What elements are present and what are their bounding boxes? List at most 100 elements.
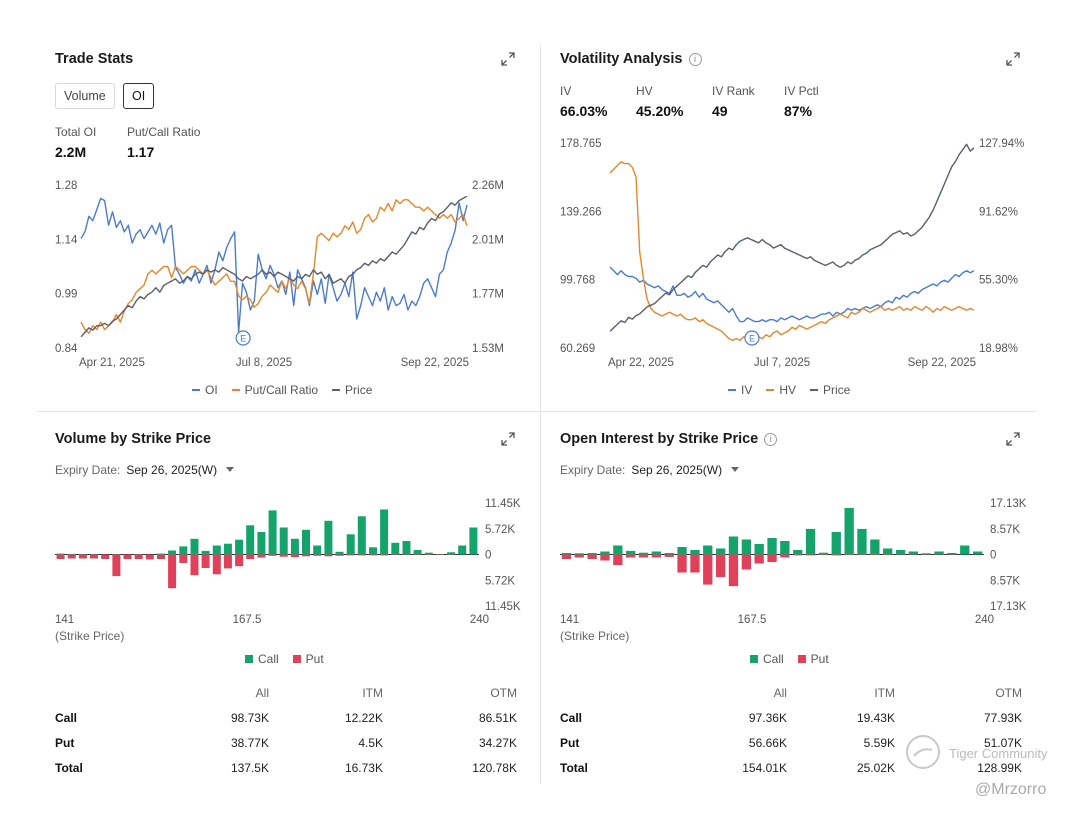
event-marker bbox=[235, 330, 251, 346]
call-bar bbox=[908, 551, 918, 555]
call-bar bbox=[934, 551, 944, 555]
info-icon[interactable]: i bbox=[764, 433, 778, 446]
legend-item-call[interactable]: Call bbox=[750, 652, 784, 666]
left-axis-tick: 99.768 bbox=[560, 275, 595, 287]
call-bar bbox=[857, 528, 867, 555]
x-axis-tick: Apr 22, 2025 bbox=[608, 357, 674, 369]
left-axis-tick: 60.269 bbox=[560, 343, 595, 355]
put-bar bbox=[369, 554, 377, 556]
call-bar bbox=[844, 507, 854, 555]
legend-item-iv[interactable]: IV bbox=[728, 383, 752, 397]
iv-rank-value: 49 bbox=[712, 103, 728, 119]
right-axis-tick: 1.53M bbox=[472, 343, 504, 355]
call-bar bbox=[168, 550, 177, 555]
call-bar bbox=[767, 538, 777, 555]
put-bar bbox=[313, 554, 322, 556]
put-bar bbox=[123, 554, 132, 559]
call-bar bbox=[818, 552, 829, 555]
right-axis-tick: 55.30% bbox=[979, 275, 1018, 287]
call-bar bbox=[870, 539, 880, 555]
oi-by-strike-chart: 17.13K 8.57K 0 8.57K 17.13K 141 167.5 240 bbox=[560, 498, 1027, 626]
put-bar bbox=[235, 554, 244, 567]
series-line-put-call-ratio bbox=[80, 199, 468, 334]
oi-by-strike-panel: Open Interest by Strike Price i Expiry Da… bbox=[542, 420, 1036, 800]
series-line-hv bbox=[609, 161, 975, 342]
volume-by-strike-legend: Call Put bbox=[245, 652, 324, 666]
left-axis-tick: 1.28 bbox=[55, 180, 77, 192]
expand-icon[interactable] bbox=[501, 52, 515, 66]
left-axis-tick: 0.99 bbox=[55, 289, 77, 301]
x-axis-tick: Jul 8, 2025 bbox=[236, 357, 292, 369]
row-divider bbox=[37, 411, 1037, 412]
put-bar bbox=[780, 554, 790, 558]
put-bar bbox=[223, 554, 232, 569]
call-bar bbox=[246, 525, 255, 555]
put-bar bbox=[638, 554, 649, 558]
put-bar bbox=[741, 554, 751, 570]
call-bar bbox=[313, 545, 322, 555]
series-line-price bbox=[609, 143, 975, 332]
y-axis-tick: 17.13K bbox=[990, 601, 1027, 613]
call-bar bbox=[179, 546, 188, 555]
put-bar bbox=[883, 554, 893, 556]
call-bar bbox=[357, 516, 366, 555]
left-axis-tick: 0.84 bbox=[55, 343, 78, 355]
put-bar bbox=[870, 554, 880, 556]
column-header-itm: ITM bbox=[874, 685, 895, 700]
put-bar bbox=[212, 554, 221, 575]
expiry-date-select[interactable]: Expiry Date: Sep 26, 2025(W) bbox=[55, 463, 235, 477]
put-bar bbox=[302, 554, 310, 557]
call-bar bbox=[716, 548, 726, 555]
put-bar bbox=[67, 554, 76, 559]
put-bar bbox=[179, 554, 188, 563]
legend-item-call[interactable]: Call bbox=[245, 652, 279, 666]
put-bar bbox=[703, 554, 713, 585]
trade-stats-legend: OI Put/Call Ratio Price bbox=[192, 383, 372, 397]
volume-summary-table: All ITM OTM Call 98.73K 12.22K 86.51K Pu… bbox=[55, 680, 517, 780]
table-row: Call 97.36K 19.43K 77.93K bbox=[560, 710, 1022, 725]
y-axis-tick: 8.57K bbox=[990, 524, 1020, 536]
legend-item-hv[interactable]: HV bbox=[766, 383, 796, 397]
table-row: Put 38.77K 4.5K 34.27K bbox=[55, 735, 517, 750]
info-icon[interactable]: i bbox=[688, 53, 702, 66]
call-bar bbox=[690, 550, 700, 555]
call-bar bbox=[831, 532, 841, 555]
put-bar bbox=[101, 554, 110, 559]
left-axis-tick: 1.14 bbox=[55, 234, 78, 246]
x-axis-tick: 240 bbox=[470, 614, 489, 626]
put-bar bbox=[728, 554, 739, 587]
put-bar bbox=[677, 554, 687, 573]
legend-item-put[interactable]: Put bbox=[797, 652, 829, 666]
iv-pctl-value: 87% bbox=[784, 103, 813, 119]
expand-icon[interactable] bbox=[501, 432, 515, 446]
call-bar bbox=[424, 552, 433, 555]
put-bar bbox=[190, 554, 199, 576]
call-bar bbox=[391, 542, 400, 555]
call-bar bbox=[664, 553, 674, 555]
tab-volume[interactable]: Volume bbox=[55, 83, 115, 109]
legend-item-put[interactable]: Put bbox=[292, 652, 324, 666]
legend-item-oi[interactable]: OI bbox=[192, 383, 218, 397]
call-bar bbox=[973, 551, 983, 555]
legend-item-price[interactable]: Price bbox=[332, 383, 372, 397]
x-axis-tick: 167.5 bbox=[233, 614, 262, 626]
table-row: Total 154.01K 25.02K 128.99K bbox=[560, 760, 1022, 775]
caret-down-icon bbox=[731, 467, 740, 472]
right-axis-tick: 18.98% bbox=[979, 343, 1018, 355]
trade-stats-chart: 1.28 1.14 0.99 0.84 2.26M 2.01M 1.77M 1.53M Apr … bbox=[55, 180, 504, 369]
call-bar bbox=[561, 553, 572, 555]
iv-rank-label: IV Rank bbox=[712, 84, 755, 98]
expand-icon[interactable] bbox=[1006, 52, 1020, 66]
expiry-date-select[interactable]: Expiry Date: Sep 26, 2025(W) bbox=[560, 463, 740, 477]
call-bar bbox=[369, 547, 377, 555]
call-bar bbox=[754, 544, 764, 555]
legend-item-put-call-ratio[interactable]: Put/Call Ratio bbox=[231, 383, 318, 397]
strike-price-caption: (Strike Price) bbox=[560, 629, 630, 643]
tab-oi[interactable]: OI bbox=[123, 83, 155, 109]
call-bar bbox=[613, 545, 623, 555]
call-bar bbox=[677, 547, 687, 555]
expand-icon[interactable] bbox=[1006, 432, 1020, 446]
volume-by-strike-chart: 11.45K 5.72K 0 5.72K 11.45K 141 167.5 240 bbox=[55, 498, 521, 626]
legend-item-price[interactable]: Price bbox=[810, 383, 850, 397]
y-axis-tick: 5.72K bbox=[485, 524, 515, 536]
